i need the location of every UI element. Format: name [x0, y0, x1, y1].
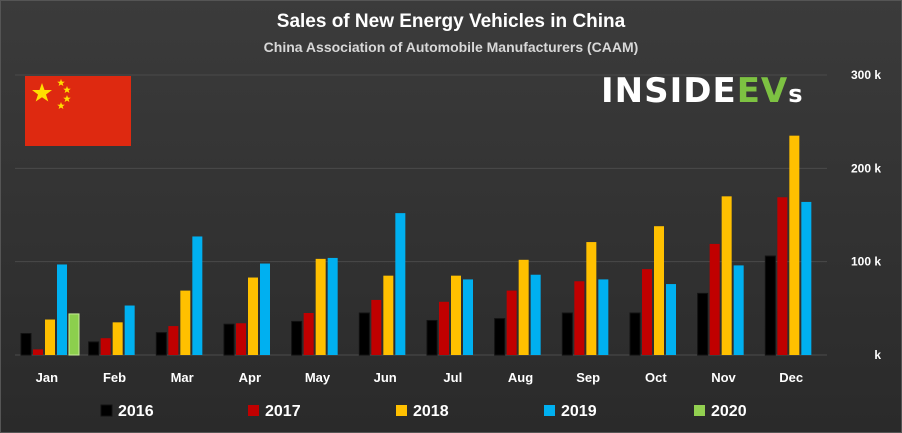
bar-2019-jan [57, 264, 67, 355]
bar-2018-jan [45, 319, 55, 355]
bar-2016-oct [629, 312, 641, 356]
legend-label-2017: 2017 [265, 403, 301, 420]
legend-swatch-2020 [694, 405, 705, 416]
x-tick-label: Aug [508, 370, 533, 385]
legend-label-2018: 2018 [413, 403, 449, 420]
bar-2016-nov [697, 292, 709, 356]
x-tick-label: Jun [374, 370, 397, 385]
bar-2018-nov [721, 196, 732, 355]
legend-label-2019: 2019 [561, 403, 597, 420]
bar-2019-feb [124, 305, 135, 355]
bar-2017-feb [100, 338, 111, 355]
insideevs-logo: INSIDEEVs [601, 71, 804, 111]
chart-subtitle: China Association of Automobile Manufact… [263, 39, 639, 55]
flag-small-star [63, 86, 71, 93]
logo-ev: EV [736, 71, 789, 111]
legend-swatch-2019 [544, 405, 555, 416]
bar-2016-aug [494, 318, 506, 356]
flag-small-star [57, 79, 65, 86]
bar-2016-jul [426, 319, 438, 356]
bar-2018-may [315, 258, 326, 355]
bar-2018-feb [112, 322, 123, 355]
bar-2019-nov [733, 265, 744, 355]
bar-2019-apr [260, 263, 270, 355]
bar-2016-mar [155, 332, 167, 356]
x-tick-label: Nov [711, 370, 736, 385]
x-tick-label: Jul [443, 370, 462, 385]
flag-small-star [63, 95, 71, 102]
x-tick-label: May [305, 370, 331, 385]
x-tick-label: Dec [779, 370, 803, 385]
legend-label-2020: 2020 [711, 403, 747, 420]
legend-label-2016: 2016 [118, 403, 154, 420]
flag-small-star [57, 102, 65, 109]
bar-2019-jun [395, 213, 406, 355]
bar-2017-jul [439, 301, 449, 355]
x-tick-label: Jan [36, 370, 58, 385]
bar-2019-may [327, 257, 338, 355]
x-tick-label: Apr [239, 370, 261, 385]
bar-2017-oct [642, 269, 652, 355]
bar-2018-jul [451, 275, 461, 355]
bar-2017-jun [371, 299, 382, 355]
bar-2019-aug [530, 274, 541, 355]
bar-2017-dec [777, 197, 788, 355]
legend-swatch-2018 [396, 405, 407, 416]
bar-2016-dec [764, 255, 776, 356]
china-flag-icon [25, 76, 131, 146]
bar-2016-jun [358, 312, 370, 356]
bar-2020-jan [68, 313, 80, 356]
flag-big-star [32, 83, 52, 102]
bar-2019-oct [666, 284, 676, 355]
bar-2019-jul [463, 279, 473, 355]
bar-2018-dec [789, 135, 800, 355]
bar-2017-sep [574, 281, 585, 355]
logo-s: s [788, 80, 804, 108]
legend-swatch-2017 [248, 405, 259, 416]
bar-2018-apr [248, 277, 258, 355]
bar-2019-dec [801, 201, 812, 355]
y-tick-label: 300 k [851, 68, 881, 82]
bar-2019-mar [192, 236, 203, 355]
logo-inside: INSIDE [601, 71, 737, 111]
bar-2018-jun [383, 275, 394, 355]
chart-title: Sales of New Energy Vehicles in China [276, 11, 626, 32]
bar-2017-aug [506, 290, 517, 355]
bar-2019-sep [598, 279, 609, 355]
x-tick-label: Feb [103, 370, 126, 385]
y-tick-label: k [874, 348, 881, 362]
bar-2018-oct [654, 226, 664, 355]
bar-2018-mar [180, 290, 191, 355]
y-tick-label: 200 k [851, 161, 881, 175]
bar-2017-apr [236, 323, 246, 355]
bar-2016-apr [223, 323, 235, 356]
bar-2017-mar [168, 326, 179, 355]
bar-2018-sep [586, 242, 597, 355]
y-tick-label: 100 k [851, 255, 881, 269]
bar-2016-feb [88, 341, 100, 356]
bar-2017-nov [709, 243, 720, 355]
x-tick-label: Mar [171, 370, 194, 385]
x-tick-label: Oct [645, 370, 667, 385]
x-tick-label: Sep [576, 370, 600, 385]
bar-2016-jan [20, 333, 32, 356]
bar-2017-jan [33, 349, 43, 355]
legend-swatch-2016 [100, 404, 113, 417]
bar-2016-sep [561, 312, 573, 356]
bar-2017-may [303, 313, 314, 355]
bar-2018-aug [518, 259, 529, 355]
bar-2016-may [291, 320, 303, 356]
